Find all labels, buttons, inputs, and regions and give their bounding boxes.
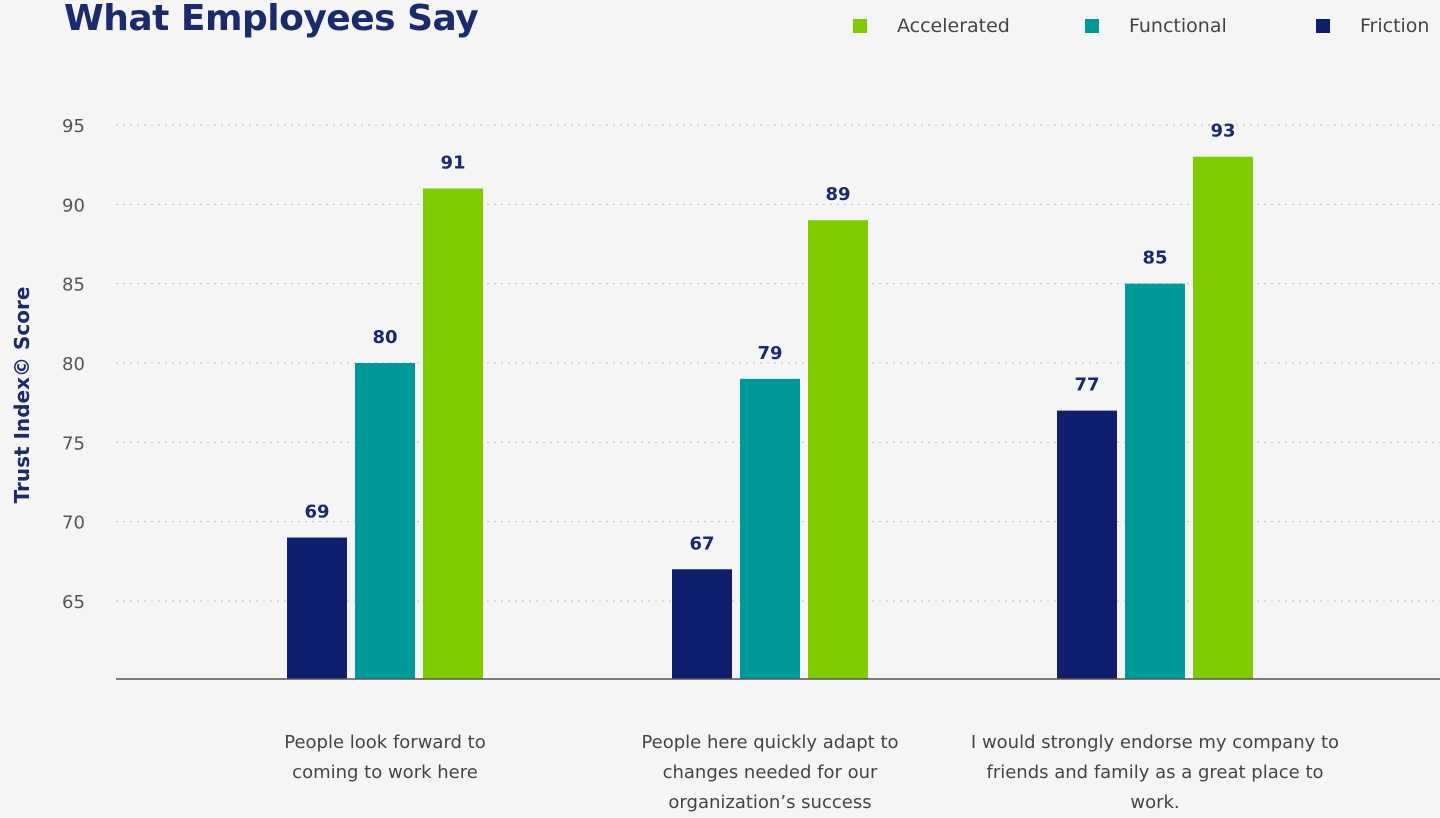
bar-value-label: 80 (372, 327, 397, 348)
y-tick-label: 75 (62, 433, 85, 454)
y-tick-label: 65 (62, 592, 85, 613)
legend-label: Functional (1129, 15, 1227, 37)
bar-functional-2 (740, 378, 800, 679)
y-tick-label: 70 (62, 513, 85, 534)
x-category-label-2: People here quickly adapt to changes nee… (641, 732, 899, 813)
bar-accelerated-3 (1193, 156, 1253, 679)
legend-swatch (1316, 19, 1330, 33)
bar-functional-3 (1125, 283, 1185, 679)
bar-value-label: 93 (1210, 121, 1235, 142)
chart-title: What Employees Say (64, 0, 479, 39)
legend-item-accelerated: Accelerated (853, 14, 1010, 38)
y-tick-label: 95 (62, 116, 85, 137)
legend-label: Friction (1360, 15, 1430, 37)
bar-functional-1 (355, 363, 415, 679)
x-category-label-3: I would strongly endorse my company to f… (970, 732, 1340, 813)
legend-swatch (853, 19, 867, 33)
legend-item-friction: Friction (1316, 14, 1429, 38)
y-tick-label: 80 (62, 354, 85, 375)
bar-value-label: 91 (440, 152, 465, 173)
bar-friction-3 (1057, 410, 1117, 679)
y-tick-label: 85 (62, 275, 85, 296)
legend-label: Accelerated (897, 15, 1010, 37)
bar-accelerated-2 (808, 220, 868, 679)
bar-value-label: 77 (1074, 375, 1099, 396)
bar-value-label: 89 (825, 184, 850, 205)
bar-value-label: 79 (757, 343, 782, 364)
y-tick-label: 90 (62, 195, 85, 216)
bar-value-label: 67 (689, 533, 714, 554)
bar-value-label: 69 (304, 502, 329, 523)
bar-friction-2 (672, 569, 732, 679)
x-category-label-1: People look forward to coming to work he… (284, 732, 486, 783)
legend-item-functional: Functional (1085, 14, 1227, 38)
bar-friction-1 (287, 537, 347, 679)
bar-value-label: 85 (1142, 248, 1167, 269)
bar-accelerated-1 (423, 188, 483, 679)
legend-swatch (1085, 19, 1099, 33)
